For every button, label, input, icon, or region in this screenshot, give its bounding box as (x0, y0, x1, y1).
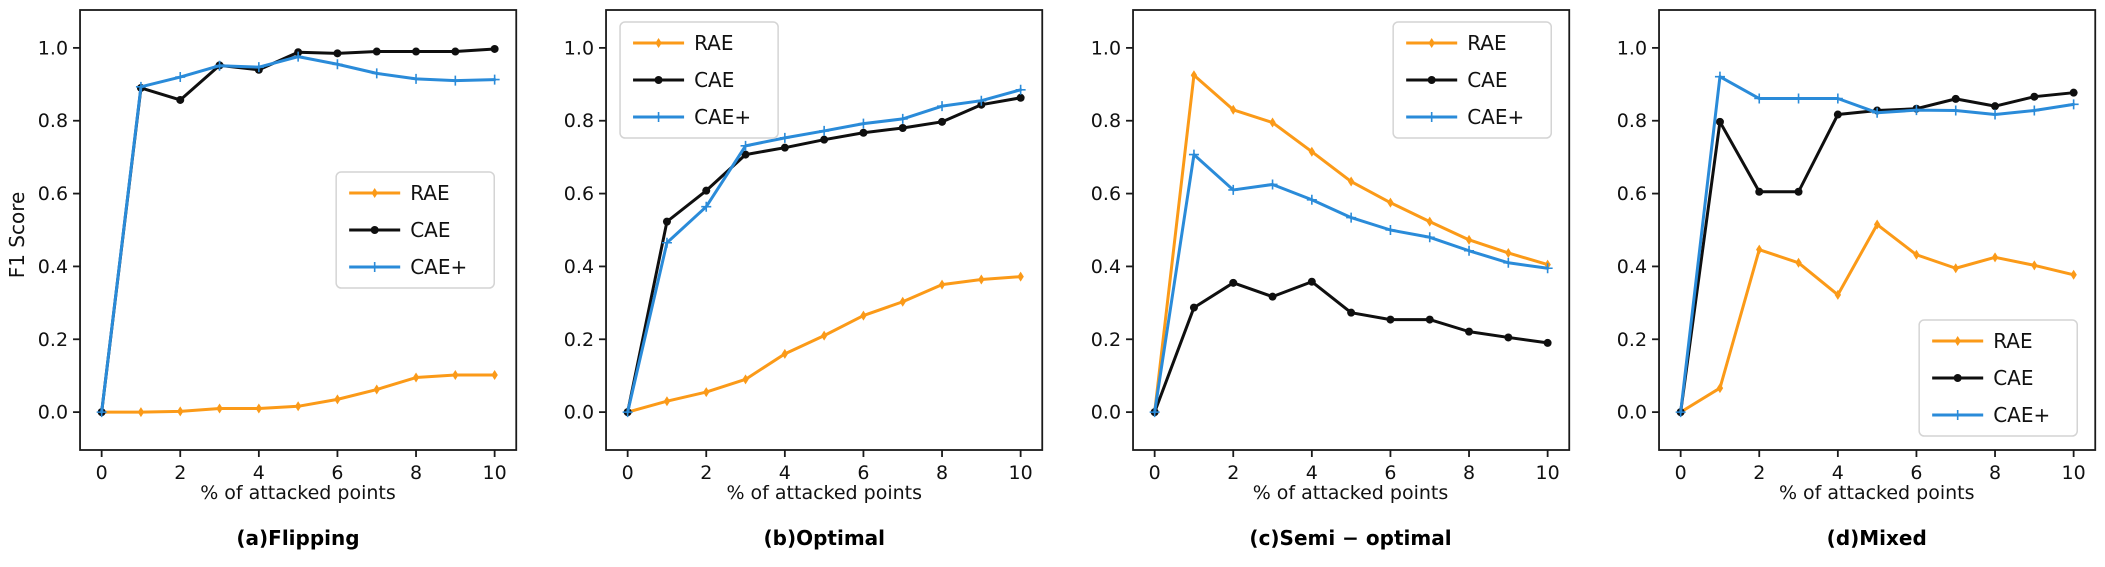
x-tick-label: 10 (1009, 462, 1033, 480)
series-CAE+ (1149, 149, 1553, 418)
x-tick-label: 10 (2061, 462, 2085, 480)
legend-label: CAE+ (410, 255, 467, 279)
x-tick-label: 8 (936, 462, 948, 480)
series-CAE+ (622, 84, 1026, 418)
legend-label: CAE+ (694, 105, 751, 129)
y-tick-label: 0.4 (1617, 256, 1647, 278)
legend-label: RAE (410, 181, 449, 205)
y-tick-label: 0.2 (1617, 329, 1647, 351)
y-tick-label: 0.8 (38, 110, 68, 132)
y-tick-label: 1.0 (1617, 37, 1647, 59)
axes: 0.0 0.2 0.4 0.6 0.8 1.0 0 2 4 6 8 10 (38, 9, 518, 480)
x-axis-label: % of attacked points (726, 482, 923, 504)
series-RAE (624, 271, 1025, 418)
series-RAE (98, 369, 498, 418)
subplot-title: (c)Semi − optimal (1249, 526, 1452, 550)
y-tick-label: 0.0 (38, 402, 68, 424)
legend-label: CAE (1993, 366, 2033, 390)
y-axis-label: F1 Score (5, 191, 29, 279)
y-tick-label: 0.8 (1090, 110, 1120, 132)
y-tick-label: 0.6 (1090, 183, 1120, 205)
series-CAE (623, 93, 1025, 417)
x-tick-label: 4 (779, 462, 791, 480)
subplot-title: (d)Mixed (1826, 526, 1927, 550)
x-tick-label: 2 (174, 462, 186, 480)
y-tick-label: 0.4 (38, 256, 68, 278)
legend: RAE CAE CAE+ (1918, 319, 2078, 437)
y-tick-label: 0.4 (1090, 256, 1120, 278)
legend-label: CAE (1467, 68, 1507, 92)
x-axis-label: % of attacked points (200, 482, 396, 504)
chart-canvas-c: 0.0 0.2 0.4 0.6 0.8 1.0 0 2 4 6 8 10 RAE CAE CAE+ (1090, 9, 1570, 480)
y-tick-label: 0.6 (1617, 183, 1647, 205)
y-tick-label: 0.2 (564, 329, 594, 351)
chart-canvas-a: 0.0 0.2 0.4 0.6 0.8 1.0 0 2 4 6 8 10 RAE CAE CAE+ (38, 9, 518, 480)
series-line (626, 96, 1023, 414)
y-tick-label: 0.6 (38, 183, 68, 205)
y-tick-label: 1.0 (1090, 37, 1120, 59)
chart-canvas-d: 0.0 0.2 0.4 0.6 0.8 1.0 0 2 4 6 8 10 RAE CAE CAE+ (1617, 9, 2096, 480)
x-tick-label: 0 (1148, 462, 1160, 480)
subplot-d-mixed: 0.0 0.2 0.4 0.6 0.8 1.0 0 2 4 6 8 10 RAE CAE CAE+ % of… (1579, 0, 2105, 567)
x-tick-label: 10 (483, 462, 507, 480)
y-tick-label: 1.0 (38, 37, 68, 59)
subplot-c-semi-optimal: 0.0 0.2 0.4 0.6 0.8 1.0 0 2 4 6 8 10 RAE CAE CAE+ % of… (1053, 0, 1579, 567)
legend-label: CAE (410, 218, 450, 242)
x-tick-label: 8 (1989, 462, 2001, 480)
series-line (626, 275, 1023, 414)
legend-label: CAE (694, 68, 734, 92)
x-tick-label: 4 (253, 462, 265, 480)
legend: RAE CAE CAE+ (335, 171, 495, 289)
series-RAE (1677, 219, 2077, 418)
legend: RAE CAE CAE+ (1391, 21, 1552, 139)
legend-label: CAE+ (1993, 403, 2050, 427)
x-tick-label: 6 (858, 462, 870, 480)
y-tick-label: 0.6 (564, 183, 594, 205)
x-tick-label: 8 (1462, 462, 1474, 480)
axes: 0.0 0.2 0.4 0.6 0.8 1.0 0 2 4 6 8 10 (564, 9, 1044, 480)
series-line (1152, 280, 1549, 414)
x-tick-label: 8 (410, 462, 422, 480)
y-tick-label: 0.0 (564, 402, 594, 424)
x-tick-label: 2 (1227, 462, 1239, 480)
legend-label: RAE (1467, 31, 1506, 55)
legend: RAE CAE CAE+ (619, 21, 780, 139)
x-tick-label: 10 (1535, 462, 1559, 480)
subplot-b-optimal: 0.0 0.2 0.4 0.6 0.8 1.0 0 2 4 6 8 10 RAE CAE CAE+ % of… (526, 0, 1052, 567)
legend-label: RAE (1993, 329, 2032, 353)
y-tick-label: 0.0 (1090, 402, 1120, 424)
series-CAE (1150, 277, 1552, 417)
x-axis-label: % of attacked points (1252, 482, 1449, 504)
series-CAE+ (96, 51, 500, 418)
y-tick-label: 0.8 (564, 110, 594, 132)
y-tick-label: 1.0 (564, 37, 594, 59)
subplot-a-flipping: F1 Score 0.0 0.2 0.4 0.6 0.8 1.0 0 2 4 6 8 10 RAE CAE… (0, 0, 526, 567)
legend-label: RAE (694, 31, 733, 55)
y-tick-label: 0.2 (1090, 329, 1120, 351)
x-tick-label: 0 (1674, 462, 1686, 480)
x-axis-label: % of attacked points (1778, 482, 1975, 504)
y-tick-label: 0.0 (1617, 402, 1647, 424)
subplot-title: (b)Optimal (763, 526, 886, 550)
y-tick-label: 0.4 (564, 256, 594, 278)
x-tick-label: 0 (96, 462, 108, 480)
axes: 0.0 0.2 0.4 0.6 0.8 1.0 0 2 4 6 8 10 (1617, 9, 2096, 480)
y-tick-label: 0.8 (1617, 110, 1647, 132)
x-tick-label: 6 (331, 462, 343, 480)
x-tick-label: 2 (700, 462, 712, 480)
x-tick-label: 6 (1910, 462, 1922, 480)
y-tick-label: 0.2 (38, 329, 68, 351)
legend-label: CAE+ (1467, 105, 1524, 129)
x-tick-label: 6 (1384, 462, 1396, 480)
x-tick-label: 4 (1305, 462, 1317, 480)
x-tick-label: 4 (1832, 462, 1844, 480)
series-line (1152, 153, 1549, 414)
axes: 0.0 0.2 0.4 0.6 0.8 1.0 0 2 4 6 8 10 (1090, 9, 1570, 480)
chart-canvas-b: 0.0 0.2 0.4 0.6 0.8 1.0 0 2 4 6 8 10 RAE CAE CAE+ (564, 9, 1044, 480)
x-tick-label: 0 (622, 462, 634, 480)
subplot-title: (a)Flipping (236, 526, 360, 550)
series-CAE+ (1675, 71, 2079, 418)
x-tick-label: 2 (1753, 462, 1765, 480)
